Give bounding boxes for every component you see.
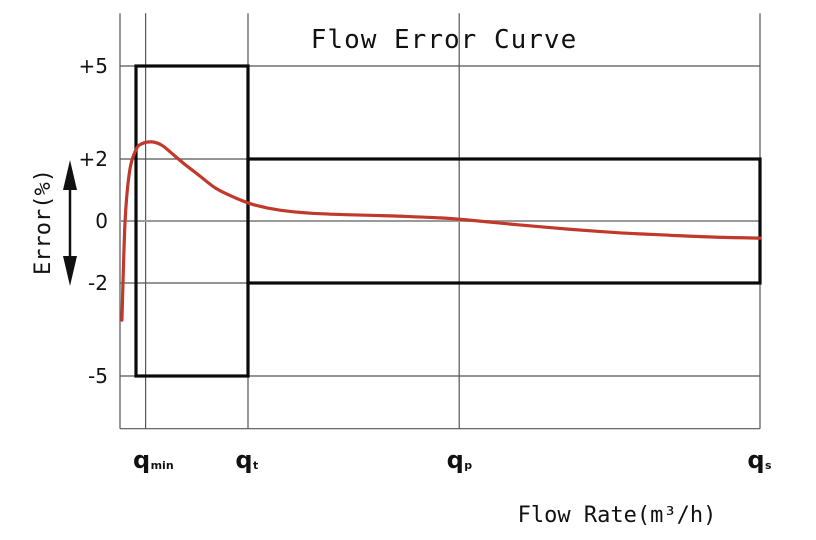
y-tick-labels: +5 +2 0 -2 -5 [79, 54, 108, 388]
x-tick-sub-0: min [151, 459, 174, 472]
y-axis-label-group: Error(%) [31, 160, 77, 286]
x-tick-label-2: q [447, 446, 464, 474]
grid [119, 13, 761, 430]
x-axis-label: Flow Rate(m³/h) [518, 503, 717, 528]
y-tick-label-2: 0 [95, 209, 108, 233]
y-tick-label-1: +2 [79, 147, 108, 171]
y-tick-label-3: -2 [88, 271, 108, 295]
x-tick-label-0: q [133, 446, 150, 474]
x-tick-labels: q min q t q p q s [133, 446, 772, 474]
error-curve-series-0 [120, 140, 762, 322]
x-tick-sub-3: s [765, 459, 772, 472]
x-tick-sub-1: t [253, 459, 258, 472]
x-tick-sub-2: p [464, 459, 472, 472]
y-tick-label-0: +5 [79, 54, 108, 78]
error-limit-band-1 [246, 157, 762, 285]
x-tick-label-1: q [235, 446, 252, 474]
y-axis-double-arrow [63, 160, 77, 286]
y-tick-label-4: -5 [88, 364, 108, 388]
y-axis-label: Error(%) [31, 169, 56, 275]
chart-title: Flow Error Curve [311, 25, 577, 55]
error-limit-bands [134, 64, 762, 378]
error-curve-layer [120, 140, 762, 322]
x-tick-label-3: q [747, 446, 764, 474]
